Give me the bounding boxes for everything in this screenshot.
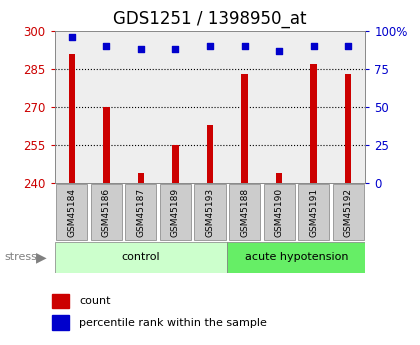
Text: control: control xyxy=(122,252,160,262)
Bar xyxy=(52,294,69,308)
Text: ▶: ▶ xyxy=(36,250,46,264)
Text: acute hypotension: acute hypotension xyxy=(244,252,348,262)
Text: GSM45184: GSM45184 xyxy=(67,188,76,237)
Bar xyxy=(172,145,178,183)
Point xyxy=(310,43,317,49)
FancyBboxPatch shape xyxy=(55,241,227,273)
FancyBboxPatch shape xyxy=(227,241,365,273)
Text: GSM45190: GSM45190 xyxy=(275,188,284,237)
Point xyxy=(345,43,352,49)
Point xyxy=(276,48,282,53)
FancyBboxPatch shape xyxy=(56,184,87,240)
Point xyxy=(241,43,248,49)
Bar xyxy=(310,64,317,183)
Text: GSM45193: GSM45193 xyxy=(205,188,215,237)
FancyBboxPatch shape xyxy=(229,184,260,240)
Text: GSM45188: GSM45188 xyxy=(240,188,249,237)
Bar xyxy=(207,125,213,183)
Bar xyxy=(69,54,75,183)
FancyBboxPatch shape xyxy=(194,184,226,240)
Bar xyxy=(276,173,282,183)
Point xyxy=(68,34,75,40)
Title: GDS1251 / 1398950_at: GDS1251 / 1398950_at xyxy=(113,10,307,28)
Text: count: count xyxy=(79,296,110,306)
Text: percentile rank within the sample: percentile rank within the sample xyxy=(79,318,267,327)
Text: GSM45187: GSM45187 xyxy=(136,188,145,237)
Text: GSM45191: GSM45191 xyxy=(309,188,318,237)
Bar xyxy=(103,107,110,183)
Text: GSM45189: GSM45189 xyxy=(171,188,180,237)
Text: GSM45192: GSM45192 xyxy=(344,188,353,237)
Point xyxy=(207,43,213,49)
FancyBboxPatch shape xyxy=(333,184,364,240)
FancyBboxPatch shape xyxy=(91,184,122,240)
Point xyxy=(172,47,179,52)
Text: GSM45186: GSM45186 xyxy=(102,188,111,237)
Text: stress: stress xyxy=(4,252,37,262)
FancyBboxPatch shape xyxy=(160,184,191,240)
Bar xyxy=(345,74,351,183)
FancyBboxPatch shape xyxy=(298,184,329,240)
Point xyxy=(103,43,110,49)
Bar xyxy=(52,315,69,330)
FancyBboxPatch shape xyxy=(126,184,157,240)
Bar xyxy=(138,173,144,183)
Point xyxy=(138,47,144,52)
Bar xyxy=(241,74,248,183)
FancyBboxPatch shape xyxy=(263,184,294,240)
